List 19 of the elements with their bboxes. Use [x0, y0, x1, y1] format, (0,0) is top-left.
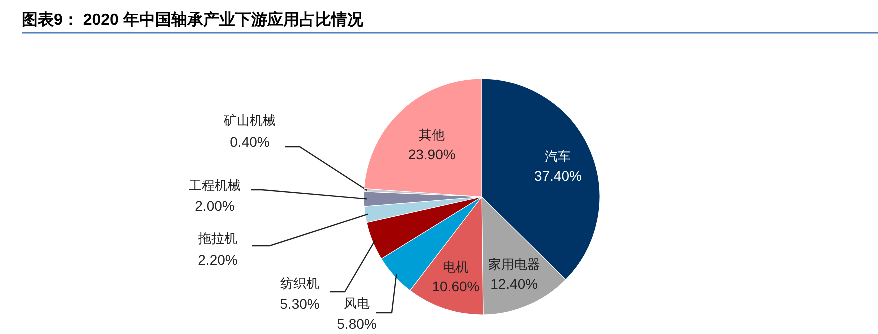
- data-label: 5.30%: [280, 296, 320, 312]
- slice-label: 电机: [442, 259, 469, 274]
- data-label: 2.00%: [195, 198, 235, 214]
- data-label: 10.60%: [432, 278, 480, 294]
- data-label: 37.40%: [534, 168, 582, 184]
- slice-label: 纺织机: [280, 276, 320, 291]
- slice-label: 工程机械: [189, 178, 241, 193]
- slice-label: 风电: [344, 296, 370, 311]
- data-label: 12.40%: [490, 276, 538, 292]
- data-label: 5.80%: [337, 316, 377, 332]
- slice-label: 汽车: [545, 149, 572, 164]
- data-label: 2.20%: [198, 252, 238, 268]
- slice-label: 拖拉机: [198, 231, 238, 246]
- slice-label: 其他: [419, 128, 446, 143]
- slice-label: 家用电器: [488, 257, 540, 272]
- data-label: 23.90%: [408, 146, 456, 163]
- chart-title: 图表9： 2020 年中国轴承产业下游应用占比情况: [22, 10, 364, 29]
- data-label: 0.40%: [230, 134, 270, 150]
- slice-label: 矿山机械: [223, 113, 276, 128]
